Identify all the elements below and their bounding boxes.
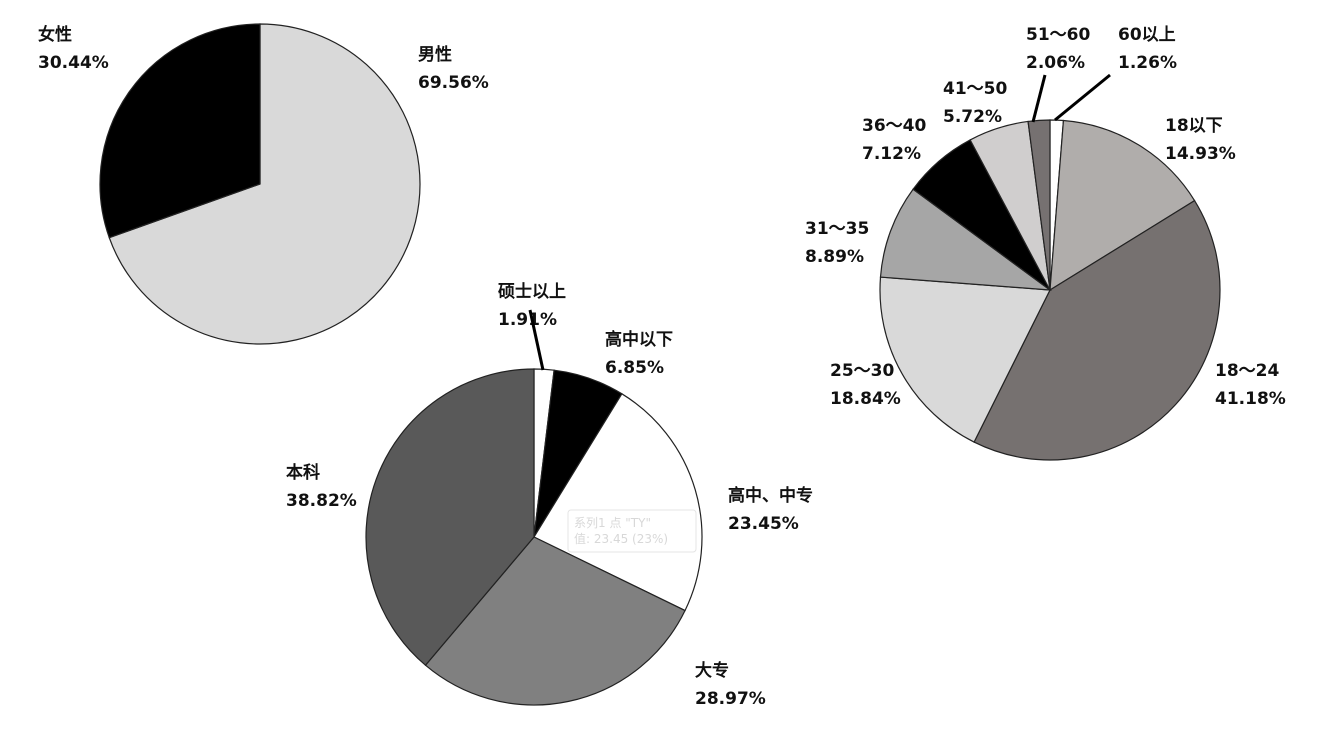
slice-label: 60以上 <box>1118 25 1176 45</box>
tooltip <box>567 509 697 553</box>
pie-slice <box>879 276 1051 443</box>
pie-slice <box>973 199 1221 461</box>
slice-value-label: 1.91% <box>498 310 557 330</box>
slice-value-label: 1.26% <box>1118 53 1177 73</box>
slice-value-label: 18.84% <box>830 389 901 409</box>
slice-value-label: 28.97% <box>695 689 766 709</box>
tooltip-text: 系列1 点 "TY" <box>574 516 651 530</box>
slice-label: 高中以下 <box>605 329 673 350</box>
slice-label: 41～50 <box>943 79 1007 99</box>
slice-value-label: 6.85% <box>605 358 664 378</box>
slice-value-label: 5.72% <box>943 107 1002 127</box>
pie-slice <box>879 188 1053 291</box>
pie-slice <box>1049 119 1196 292</box>
slice-label: 本科 <box>286 462 320 483</box>
pie-slice <box>533 392 703 612</box>
leader-line <box>1054 73 1111 122</box>
tooltip-text: 值: 23.45 (23%) <box>574 531 668 546</box>
pie-slice <box>365 368 535 667</box>
slice-label: 31～35 <box>805 219 869 239</box>
slice-label: 高中、中专 <box>728 485 813 506</box>
slice-value-label: 7.12% <box>862 144 921 164</box>
slice-label: 51～60 <box>1026 25 1090 45</box>
slice-value-label: 23.45% <box>728 514 799 534</box>
pie-slice <box>424 536 686 706</box>
slice-value-label: 14.93% <box>1165 144 1236 164</box>
slice-label: 18～24 <box>1215 361 1279 381</box>
slice-label: 25～30 <box>830 361 894 381</box>
pie-slice <box>1027 119 1051 291</box>
slice-value-label: 2.06% <box>1026 53 1085 73</box>
slice-label: 18以下 <box>1165 116 1223 136</box>
slice-value-label: 38.82% <box>286 491 357 511</box>
slice-label: 硕士以上 <box>498 281 566 302</box>
leader-line <box>1031 74 1047 123</box>
slice-value-label: 8.89% <box>805 247 864 267</box>
pie-slice <box>99 23 261 239</box>
slice-value-label: 69.56% <box>418 73 489 93</box>
slice-value-label: 30.44% <box>38 53 109 73</box>
slice-label: 男性 <box>418 44 452 65</box>
pie-slice <box>108 23 421 345</box>
slice-label: 36～40 <box>862 116 926 136</box>
slice-value-label: 41.18% <box>1215 389 1286 409</box>
slice-label: 大专 <box>695 660 729 681</box>
slice-label: 女性 <box>38 24 72 45</box>
leader-line <box>528 309 545 371</box>
